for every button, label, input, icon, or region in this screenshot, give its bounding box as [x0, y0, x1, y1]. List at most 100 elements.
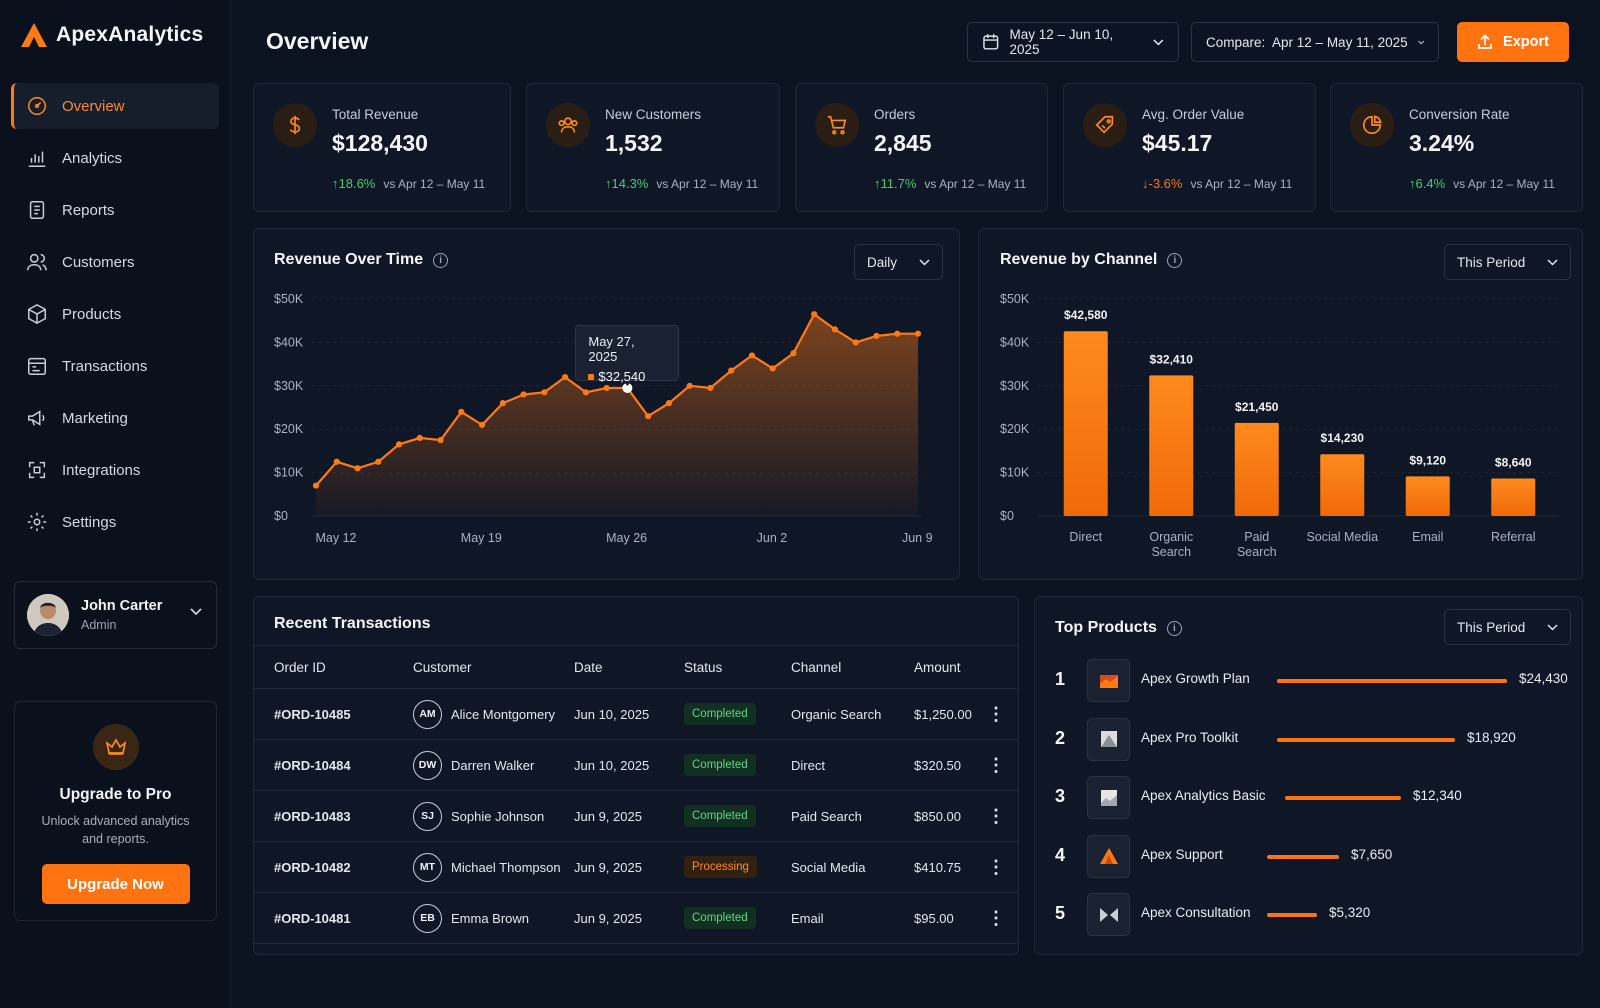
column-header[interactable]: Status [684, 659, 723, 675]
compare-range-picker[interactable]: Compare: Apr 12 – May 11, 2025 [1191, 22, 1439, 62]
product-row[interactable]: 1 Apex Growth Plan $24,430 [1035, 657, 1582, 703]
data-point[interactable] [333, 458, 340, 465]
product-row[interactable]: 2 Apex Pro Toolkit $18,920 [1035, 716, 1582, 762]
data-point[interactable] [769, 365, 776, 372]
data-point[interactable] [375, 458, 382, 465]
data-point[interactable] [520, 391, 527, 398]
product-name[interactable]: Apex Consultation [1141, 905, 1251, 920]
more-options-icon[interactable]: ⋮ [987, 805, 1005, 826]
revenue-line-chart[interactable]: $0 $10K $20K $30K $40K $50K May 12 May 19 May 26… [254, 229, 959, 579]
data-point[interactable] [499, 400, 506, 407]
table-row[interactable]: #ORD-10483 SJ Sophie Johnson Jun 9, 2025 Com… [254, 791, 1018, 842]
sidebar-item-reports[interactable]: Reports [11, 187, 219, 233]
order-id[interactable]: #ORD-10485 [274, 706, 351, 722]
data-point[interactable] [894, 330, 901, 337]
column-header[interactable]: Channel [791, 659, 842, 675]
bar[interactable] [1149, 375, 1194, 516]
table-row[interactable]: #ORD-10484 DW Darren Walker Jun 10, 2025 Com… [254, 740, 1018, 791]
bar[interactable] [1063, 331, 1108, 516]
data-point[interactable] [603, 384, 610, 392]
kpi-value: 3.24% [1409, 130, 1475, 156]
x-tick-label: May 26 [606, 531, 647, 545]
data-point[interactable] [354, 465, 361, 472]
more-options-icon[interactable]: ⋮ [987, 703, 1005, 724]
info-icon[interactable]: i [433, 252, 449, 268]
product-name[interactable]: Apex Support [1141, 846, 1223, 862]
chevron-down-icon[interactable] [190, 608, 202, 616]
data-point[interactable] [665, 400, 672, 407]
sidebar-item-customers[interactable]: Customers [11, 239, 219, 285]
revenue-bar-chart[interactable]: $0 $10K $20K $30K $40K $50K $42,580 Direct $32,4… [979, 229, 1582, 579]
bar[interactable] [1234, 422, 1279, 516]
data-point[interactable] [873, 332, 880, 339]
sidebar-item-settings[interactable]: Settings [11, 499, 219, 545]
upgrade-now-button[interactable]: Upgrade Now [41, 864, 190, 904]
granularity-dropdown[interactable]: Daily [854, 244, 944, 280]
bar[interactable] [1405, 476, 1450, 516]
order-id[interactable]: #ORD-10484 [274, 757, 351, 773]
data-point[interactable] [852, 339, 859, 346]
bar[interactable] [1491, 478, 1536, 516]
sidebar-item-overview[interactable]: Overview [11, 83, 219, 129]
order-amount: $410.75 [914, 859, 961, 875]
product-row[interactable]: 4 Apex Support $7,650 [1035, 833, 1582, 879]
sidebar-item-marketing[interactable]: Marketing [11, 395, 219, 441]
info-icon[interactable]: i [1166, 620, 1182, 636]
order-date: Jun 9, 2025 [574, 859, 642, 875]
product-name[interactable]: Apex Growth Plan [1141, 671, 1250, 686]
data-point[interactable] [541, 389, 548, 396]
x-tick-label: Direct [1069, 530, 1102, 544]
data-point[interactable] [707, 384, 714, 392]
period-dropdown[interactable]: This Period [1444, 244, 1572, 280]
more-options-icon[interactable]: ⋮ [987, 856, 1005, 877]
info-icon[interactable]: i [1167, 252, 1183, 268]
period-dropdown[interactable]: This Period [1444, 609, 1572, 645]
product-name[interactable]: Apex Analytics Basic [1141, 788, 1266, 803]
table-row[interactable]: #ORD-10485 AM Alice Montgomery Jun 10, 2025… [254, 689, 1018, 740]
data-point[interactable] [790, 350, 797, 357]
table-row[interactable]: #ORD-10482 MT Michael Thompson Jun 9, 2025 P… [254, 842, 1018, 893]
product-row[interactable]: 3 Apex Analytics Basic $12,340 [1035, 774, 1582, 820]
sidebar-item-analytics[interactable]: Analytics [11, 135, 219, 181]
y-tick-label: $40K [274, 335, 304, 349]
data-point[interactable] [914, 330, 922, 337]
status-cell: Completed [684, 893, 756, 943]
status-cell: Completed [684, 689, 756, 739]
sidebar-item-products[interactable]: Products [11, 291, 219, 337]
product-name[interactable]: Apex Pro Toolkit [1141, 729, 1239, 745]
date-range-picker[interactable]: May 12 – Jun 10, 2025 [967, 22, 1179, 62]
data-point[interactable] [458, 408, 465, 415]
user-name: John Carter [81, 598, 163, 614]
export-button[interactable]: Export [1457, 22, 1569, 62]
bar[interactable] [1320, 454, 1365, 516]
data-point[interactable] [478, 421, 486, 428]
user-menu[interactable]: John Carter Admin [14, 581, 217, 649]
column-header[interactable]: Amount [914, 659, 961, 675]
data-point[interactable] [312, 482, 320, 489]
brand-logo[interactable]: ApexAnalytics [20, 22, 203, 48]
order-id[interactable]: #ORD-10481 [274, 910, 351, 926]
column-header[interactable]: Date [574, 659, 603, 675]
data-point[interactable] [811, 311, 818, 318]
data-point[interactable] [437, 436, 444, 444]
data-point[interactable] [686, 382, 693, 389]
data-point[interactable] [582, 389, 589, 396]
status-cell: Completed [684, 740, 756, 790]
sidebar-item-integrations[interactable]: Integrations [11, 447, 219, 493]
data-point[interactable] [645, 413, 652, 420]
more-options-icon[interactable]: ⋮ [987, 907, 1005, 928]
sidebar-item-transactions[interactable]: Transactions [11, 343, 219, 389]
product-row[interactable]: 5 Apex Consultation $5,320 [1035, 891, 1582, 937]
order-id[interactable]: #ORD-10483 [274, 808, 351, 824]
order-id[interactable]: #ORD-10482 [274, 859, 351, 875]
column-header[interactable]: Order ID [274, 659, 326, 675]
data-point[interactable] [562, 374, 569, 381]
data-point[interactable] [416, 434, 423, 441]
data-point[interactable] [831, 326, 839, 333]
column-header[interactable]: Customer [413, 659, 472, 675]
table-row[interactable]: #ORD-10481 EB Emma Brown Jun 9, 2025 Complet… [254, 893, 1018, 944]
data-point[interactable] [728, 367, 735, 374]
data-point[interactable] [748, 352, 756, 359]
data-point[interactable] [395, 441, 403, 448]
more-options-icon[interactable]: ⋮ [987, 754, 1005, 775]
